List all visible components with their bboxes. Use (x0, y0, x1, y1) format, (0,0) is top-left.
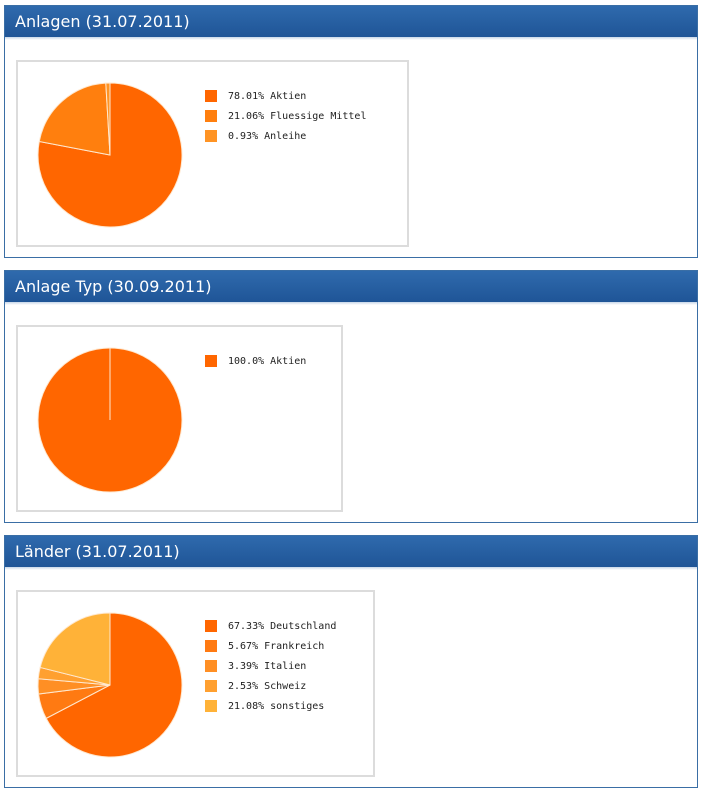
pie-chart-laender: 67.33% Deutschland 5.67% Frankreich 3.39% … (16, 590, 375, 777)
legend-label: 5.67% Frankreich (228, 640, 325, 652)
pie-slice-0 (45, 612, 183, 758)
legend: 78.01% Aktien 21.06% Fluessige Mittel 0.93… (205, 86, 366, 146)
pie-slice-1 (38, 82, 111, 156)
header-divider (5, 567, 697, 570)
header-divider (5, 37, 697, 40)
legend-swatch (205, 680, 217, 692)
header-divider (5, 302, 697, 305)
pie-chart-anlagen: 78.01% Aktien 21.06% Fluessige Mittel 0.93… (16, 60, 409, 247)
pie-slice-2 (105, 82, 111, 156)
legend-label: 2.53% Schweiz (228, 680, 307, 692)
legend-label: 78.01% Aktien (228, 90, 307, 102)
pie-svg (37, 612, 183, 758)
pie-slice-4 (39, 612, 111, 686)
legend-item-0: 100.0% Aktien (205, 351, 306, 371)
legend-swatch (205, 355, 217, 367)
panel-title: Länder (31.07.2011) (5, 536, 697, 567)
legend-item-1: 21.06% Fluessige Mittel (205, 106, 366, 126)
panel-laender: Länder (31.07.2011) 67.33% Deutschland 5.… (4, 535, 698, 788)
pie-chart-anlage-typ: 100.0% Aktien (16, 325, 343, 512)
legend-label: 21.08% sonstiges (228, 700, 325, 712)
legend-label: 21.06% Fluessige Mittel (228, 110, 367, 122)
legend-label: 67.33% Deutschland (228, 620, 337, 632)
legend-swatch (205, 660, 217, 672)
panel-title: Anlagen (31.07.2011) (5, 6, 697, 37)
legend-swatch (205, 90, 217, 102)
legend-swatch (205, 620, 217, 632)
legend-label: 100.0% Aktien (228, 355, 307, 367)
legend-swatch (205, 110, 217, 122)
pie-svg (37, 347, 183, 493)
panel-title: Anlage Typ (30.09.2011) (5, 271, 697, 302)
legend-item-2: 0.93% Anleihe (205, 126, 366, 146)
legend-item-1: 5.67% Frankreich (205, 636, 336, 656)
legend-swatch (205, 640, 217, 652)
legend-item-2: 3.39% Italien (205, 656, 336, 676)
legend-item-0: 78.01% Aktien (205, 86, 366, 106)
legend-item-0: 67.33% Deutschland (205, 616, 336, 636)
legend: 67.33% Deutschland 5.67% Frankreich 3.39% … (205, 616, 336, 716)
pie-svg (37, 82, 183, 228)
legend-label: 0.93% Anleihe (228, 130, 307, 142)
legend-swatch (205, 700, 217, 712)
panel-anlagen: Anlagen (31.07.2011) 78.01% Aktien 21.06%… (4, 5, 698, 258)
legend-swatch (205, 130, 217, 142)
legend-item-4: 21.08% sonstiges (205, 696, 336, 716)
legend-item-3: 2.53% Schweiz (205, 676, 336, 696)
legend-label: 3.39% Italien (228, 660, 307, 672)
legend: 100.0% Aktien (205, 351, 306, 371)
panel-anlage-typ: Anlage Typ (30.09.2011) 100.0% Aktien (4, 270, 698, 523)
